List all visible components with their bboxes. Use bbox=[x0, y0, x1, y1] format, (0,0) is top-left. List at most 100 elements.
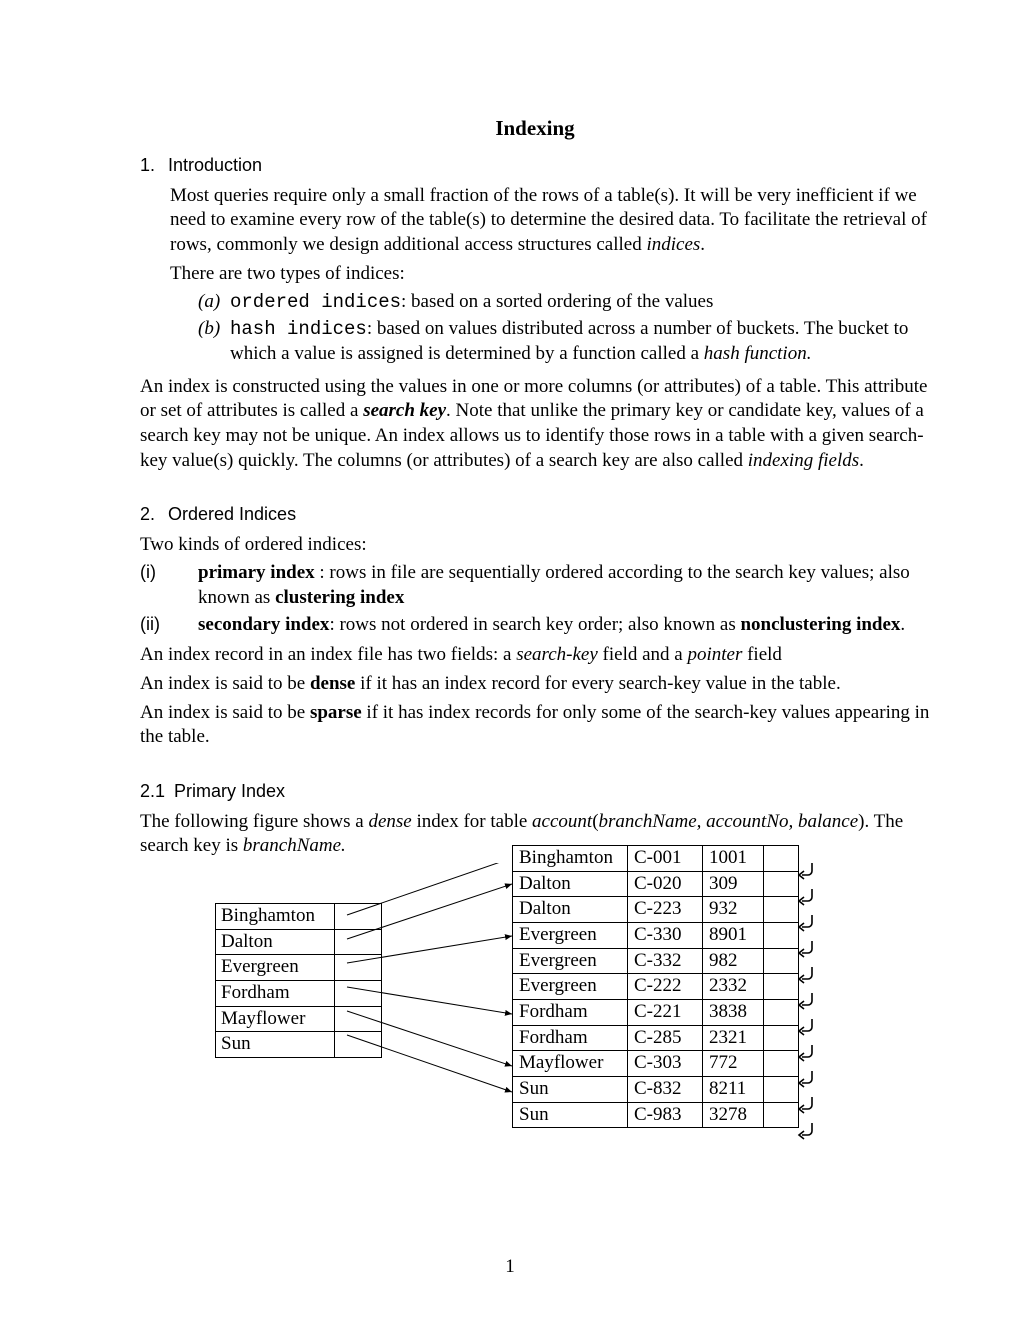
index-diagram: BinghamtonDaltonEvergreenFordhamMayflowe… bbox=[140, 863, 930, 1143]
data-cell: 2321 bbox=[703, 1025, 764, 1051]
data-row: MayflowerC-303772 bbox=[513, 1051, 799, 1077]
page-title: Indexing bbox=[140, 115, 930, 142]
data-cell: 8901 bbox=[703, 922, 764, 948]
i-b2: clustering index bbox=[275, 587, 404, 608]
section-2-num: 2. bbox=[140, 503, 168, 526]
data-cell: C-330 bbox=[628, 922, 703, 948]
data-row: SunC-8328211 bbox=[513, 1077, 799, 1103]
data-cell: 772 bbox=[703, 1051, 764, 1077]
section-2-heading: 2.Ordered Indices bbox=[140, 503, 930, 526]
i-b1: primary index bbox=[198, 562, 315, 583]
ii-r1: : rows not ordered in search key order; … bbox=[329, 614, 740, 635]
data-cell: Sun bbox=[513, 1102, 628, 1128]
index-row: Mayflower bbox=[216, 1006, 382, 1032]
enter-icon bbox=[796, 1121, 818, 1148]
data-cell: Evergreen bbox=[513, 922, 628, 948]
s2p2c: field and a bbox=[598, 644, 688, 665]
data-cell bbox=[764, 1025, 799, 1051]
data-cell: C-001 bbox=[628, 845, 703, 871]
data-cell bbox=[764, 897, 799, 923]
section-1-num: 1. bbox=[140, 154, 168, 177]
index-key-cell: Binghamton bbox=[216, 903, 335, 929]
data-cell bbox=[764, 948, 799, 974]
enter-icon bbox=[796, 861, 818, 888]
s1-p3-e: . bbox=[859, 450, 864, 471]
index-row: Evergreen bbox=[216, 955, 382, 981]
data-cell: C-223 bbox=[628, 897, 703, 923]
data-cell: C-221 bbox=[628, 1000, 703, 1026]
marker-i: (i) bbox=[140, 561, 198, 610]
data-cell: Fordham bbox=[513, 1000, 628, 1026]
index-key-cell: Fordham bbox=[216, 980, 335, 1006]
index-row: Dalton bbox=[216, 929, 382, 955]
data-cell bbox=[764, 1000, 799, 1026]
s2-para4: An index is said to be sparse if it has … bbox=[140, 701, 930, 750]
data-row: EvergreenC-3308901 bbox=[513, 922, 799, 948]
s2-item-i: (i) primary index : rows in file are seq… bbox=[140, 561, 930, 610]
section-21-num: 2.1 bbox=[140, 780, 174, 803]
item-a-rest: : based on a sorted ordering of the valu… bbox=[401, 291, 713, 312]
page-number: 1 bbox=[0, 1255, 1020, 1280]
data-table: BinghamtonC-0011001DaltonC-020309DaltonC… bbox=[512, 845, 799, 1129]
index-key-cell: Dalton bbox=[216, 929, 335, 955]
data-row: SunC-9833278 bbox=[513, 1102, 799, 1128]
data-cell bbox=[764, 1102, 799, 1128]
index-ptr-cell bbox=[335, 1006, 382, 1032]
s1-p1-c: . bbox=[700, 234, 705, 255]
code-hash: hash indices bbox=[230, 318, 367, 340]
data-cell: 2332 bbox=[703, 974, 764, 1000]
data-cell: 932 bbox=[703, 897, 764, 923]
index-ptr-cell bbox=[335, 955, 382, 981]
data-row: EvergreenC-332982 bbox=[513, 948, 799, 974]
code-ordered: ordered indices bbox=[230, 291, 401, 313]
data-row: DaltonC-020309 bbox=[513, 871, 799, 897]
data-row: FordhamC-2213838 bbox=[513, 1000, 799, 1026]
index-row: Sun bbox=[216, 1032, 382, 1058]
data-cell: Evergreen bbox=[513, 974, 628, 1000]
data-cell: C-303 bbox=[628, 1051, 703, 1077]
index-ptr-cell bbox=[335, 980, 382, 1006]
data-cell: C-983 bbox=[628, 1102, 703, 1128]
s2-list: (i) primary index : rows in file are seq… bbox=[140, 561, 930, 637]
data-cell: Binghamton bbox=[513, 845, 628, 871]
s2p2d: pointer bbox=[687, 644, 742, 665]
index-key-cell: Evergreen bbox=[216, 955, 335, 981]
data-cell: 3278 bbox=[703, 1102, 764, 1128]
data-cell: 982 bbox=[703, 948, 764, 974]
index-key-cell: Sun bbox=[216, 1032, 335, 1058]
data-cell: C-222 bbox=[628, 974, 703, 1000]
s1-list: (a) ordered indices: based on a sorted o… bbox=[198, 290, 930, 366]
marker-ii: (ii) bbox=[140, 613, 198, 638]
data-cell: 3838 bbox=[703, 1000, 764, 1026]
data-cell: Fordham bbox=[513, 1025, 628, 1051]
data-row: DaltonC-223932 bbox=[513, 897, 799, 923]
data-cell bbox=[764, 922, 799, 948]
marker-b: (b) bbox=[198, 317, 230, 366]
data-cell: Dalton bbox=[513, 897, 628, 923]
ii-r2: . bbox=[900, 614, 905, 635]
data-cell bbox=[764, 974, 799, 1000]
enter-icon bbox=[796, 1069, 818, 1096]
data-cell bbox=[764, 871, 799, 897]
section-1-head-text: Introduction bbox=[168, 155, 262, 175]
data-cell: C-832 bbox=[628, 1077, 703, 1103]
data-cell: C-020 bbox=[628, 871, 703, 897]
index-ptr-cell bbox=[335, 929, 382, 955]
s21a: The following figure shows a bbox=[140, 811, 368, 832]
s21b: dense bbox=[368, 811, 411, 832]
s1-p1-b: indices bbox=[646, 234, 700, 255]
s1-list-item-a: (a) ordered indices: based on a sorted o… bbox=[198, 290, 930, 315]
s2p2b: search-key bbox=[516, 644, 598, 665]
data-cell: C-285 bbox=[628, 1025, 703, 1051]
index-ptr-cell bbox=[335, 1032, 382, 1058]
enter-icon bbox=[796, 887, 818, 914]
s2p4a: An index is said to be bbox=[140, 702, 310, 723]
enter-icon bbox=[796, 913, 818, 940]
index-row: Binghamton bbox=[216, 903, 382, 929]
data-cell: 1001 bbox=[703, 845, 764, 871]
data-row: FordhamC-2852321 bbox=[513, 1025, 799, 1051]
enter-icon bbox=[796, 1043, 818, 1070]
index-row: Fordham bbox=[216, 980, 382, 1006]
data-row: EvergreenC-2222332 bbox=[513, 974, 799, 1000]
data-cell: 309 bbox=[703, 871, 764, 897]
